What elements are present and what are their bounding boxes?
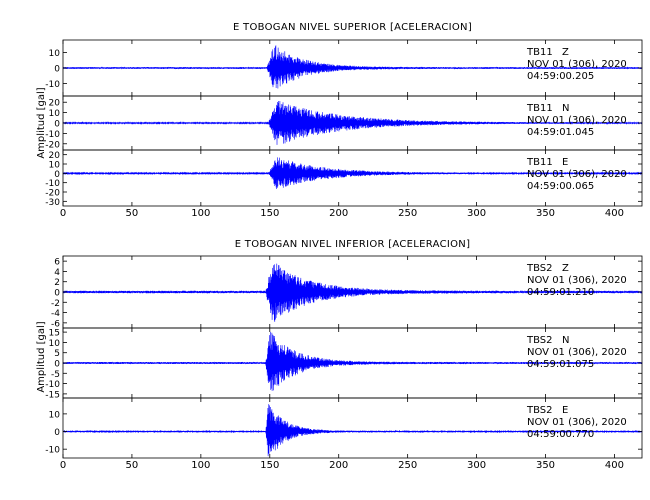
record-time: 04:59:01.045 — [527, 127, 594, 138]
record-date: NOV 01 (306), 2020 — [527, 59, 627, 70]
y-tick-label: -10 — [45, 380, 60, 390]
y-tick-label: -10 — [45, 130, 60, 140]
y-tick-label: -2 — [51, 299, 60, 309]
component-label: E — [562, 405, 568, 416]
record-time: 04:59:00.065 — [527, 181, 594, 192]
x-tick-label: 50 — [126, 460, 139, 471]
component-label: N — [562, 335, 569, 346]
y-tick-label: 10 — [49, 410, 61, 420]
x-tick-label: 50 — [126, 208, 139, 219]
record-time: 04:59:01.210 — [527, 287, 594, 298]
component-label: E — [562, 157, 568, 168]
x-tick-label: 150 — [260, 208, 279, 219]
y-tick-label: 0 — [54, 120, 60, 130]
chart-title: E TOBOGAN NIVEL INFERIOR [ACELERACION] — [235, 239, 471, 250]
y-tick-label: -15 — [45, 390, 60, 400]
y-tick-label: -10 — [45, 80, 60, 90]
y-tick-label: -10 — [45, 446, 60, 456]
y-tick-label: -20 — [45, 189, 60, 199]
y-tick-label: 10 — [49, 109, 61, 119]
waveform-line — [62, 331, 643, 391]
panel-frame — [62, 149, 643, 207]
chart-title: E TOBOGAN NIVEL SUPERIOR [ACELERACION] — [233, 22, 472, 33]
waveform-line — [62, 45, 643, 89]
record-time: 04:59:00.205 — [527, 71, 594, 82]
y-tick-label: 2 — [54, 278, 60, 288]
record-time: 04:59:00.770 — [527, 429, 594, 440]
x-tick-label: 0 — [60, 208, 66, 219]
y-tick-label: 0 — [54, 65, 60, 75]
waveform-line — [62, 157, 643, 189]
x-tick-label: 200 — [329, 460, 348, 471]
y-axis-label: Amplitud [gal] — [36, 87, 47, 158]
y-axis-label: Amplitud [gal] — [36, 321, 47, 392]
x-tick-label: 400 — [605, 208, 624, 219]
station-label: TB11 — [526, 157, 553, 168]
chart-2: E TOBOGAN NIVEL INFERIOR [ACELERACION] Am… — [36, 239, 643, 471]
y-tick-label: -5 — [51, 370, 60, 380]
y-tick-label: 0 — [54, 428, 60, 438]
station-label: TBS2 — [526, 263, 553, 274]
x-tick-label: 150 — [260, 460, 279, 471]
x-tick-label: 250 — [398, 460, 417, 471]
x-tick-label: 400 — [605, 460, 624, 471]
y-tick-label: -10 — [45, 179, 60, 189]
record-date: NOV 01 (306), 2020 — [527, 347, 627, 358]
y-tick-label: 10 — [49, 49, 61, 59]
component-label: Z — [562, 263, 569, 274]
x-tick-label: 100 — [191, 460, 210, 471]
station-label: TB11 — [526, 103, 553, 114]
y-tick-label: -30 — [45, 198, 60, 208]
y-tick-label: 0 — [54, 170, 60, 180]
station-label: TBS2 — [526, 335, 553, 346]
x-tick-label: 300 — [467, 460, 486, 471]
y-tick-label: 0 — [54, 289, 60, 299]
y-tick-label: -6 — [51, 319, 60, 329]
record-date: NOV 01 (306), 2020 — [527, 169, 627, 180]
waveform-line — [62, 263, 643, 322]
y-tick-label: -20 — [45, 140, 60, 150]
waveform-line — [62, 404, 643, 457]
y-tick-label: 20 — [49, 99, 61, 109]
y-tick-label: -4 — [51, 309, 60, 319]
chart-1: E TOBOGAN NIVEL SUPERIOR [ACELERACION] Am… — [36, 22, 643, 219]
x-tick-label: 300 — [467, 208, 486, 219]
x-tick-label: 0 — [60, 460, 66, 471]
x-tick-label: 350 — [536, 460, 555, 471]
record-date: NOV 01 (306), 2020 — [527, 275, 627, 286]
y-tick-label: 0 — [54, 360, 60, 370]
x-tick-label: 200 — [329, 208, 348, 219]
station-label: TB11 — [526, 47, 553, 58]
component-label: N — [562, 103, 569, 114]
station-label: TBS2 — [526, 405, 553, 416]
y-tick-label: 5 — [54, 349, 60, 359]
waveform-line — [62, 100, 643, 145]
x-tick-label: 250 — [398, 208, 417, 219]
record-time: 04:59:01.075 — [527, 359, 594, 370]
y-tick-label: 6 — [54, 258, 60, 268]
component-label: Z — [562, 47, 569, 58]
record-date: NOV 01 (306), 2020 — [527, 115, 627, 126]
record-date: NOV 01 (306), 2020 — [527, 417, 627, 428]
x-tick-label: 350 — [536, 208, 555, 219]
x-tick-label: 100 — [191, 208, 210, 219]
y-tick-label: 4 — [54, 268, 60, 278]
y-tick-label: 15 — [49, 329, 60, 339]
y-tick-label: 10 — [49, 161, 61, 171]
y-tick-label: 10 — [49, 339, 61, 349]
panel-frame — [62, 397, 643, 459]
y-tick-label: 20 — [49, 151, 61, 161]
